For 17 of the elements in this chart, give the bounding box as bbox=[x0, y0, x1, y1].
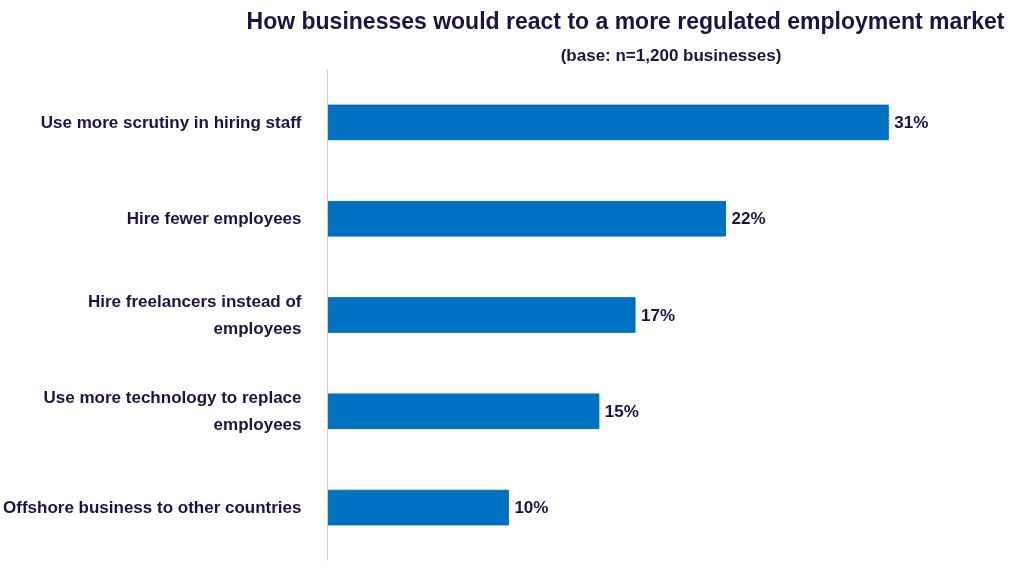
bar bbox=[327, 200, 726, 237]
bar bbox=[327, 393, 600, 430]
y-tick-label: Offshore business to other countries bbox=[3, 498, 302, 518]
data-label: 15% bbox=[604, 401, 639, 421]
bar bbox=[327, 297, 636, 333]
data-label: 10% bbox=[514, 498, 549, 518]
chart-title: How businesses would react to a more regulated employment market bbox=[246, 7, 1005, 34]
bar bbox=[327, 104, 889, 141]
y-tick-label: Use more scrutiny in hiring staff bbox=[40, 112, 302, 132]
data-label: 22% bbox=[731, 209, 766, 229]
y-tick-label: Hire fewer employees bbox=[126, 209, 302, 229]
y-tick-label: Hire freelancers instead of employees bbox=[87, 292, 302, 338]
y-tick-label: Use more technology to replace employees bbox=[43, 388, 302, 435]
data-label: 31% bbox=[894, 112, 929, 132]
chart-subtitle: (base: n=1,200 businesses) bbox=[560, 45, 782, 65]
bar bbox=[327, 489, 509, 526]
data-label: 17% bbox=[641, 305, 676, 325]
